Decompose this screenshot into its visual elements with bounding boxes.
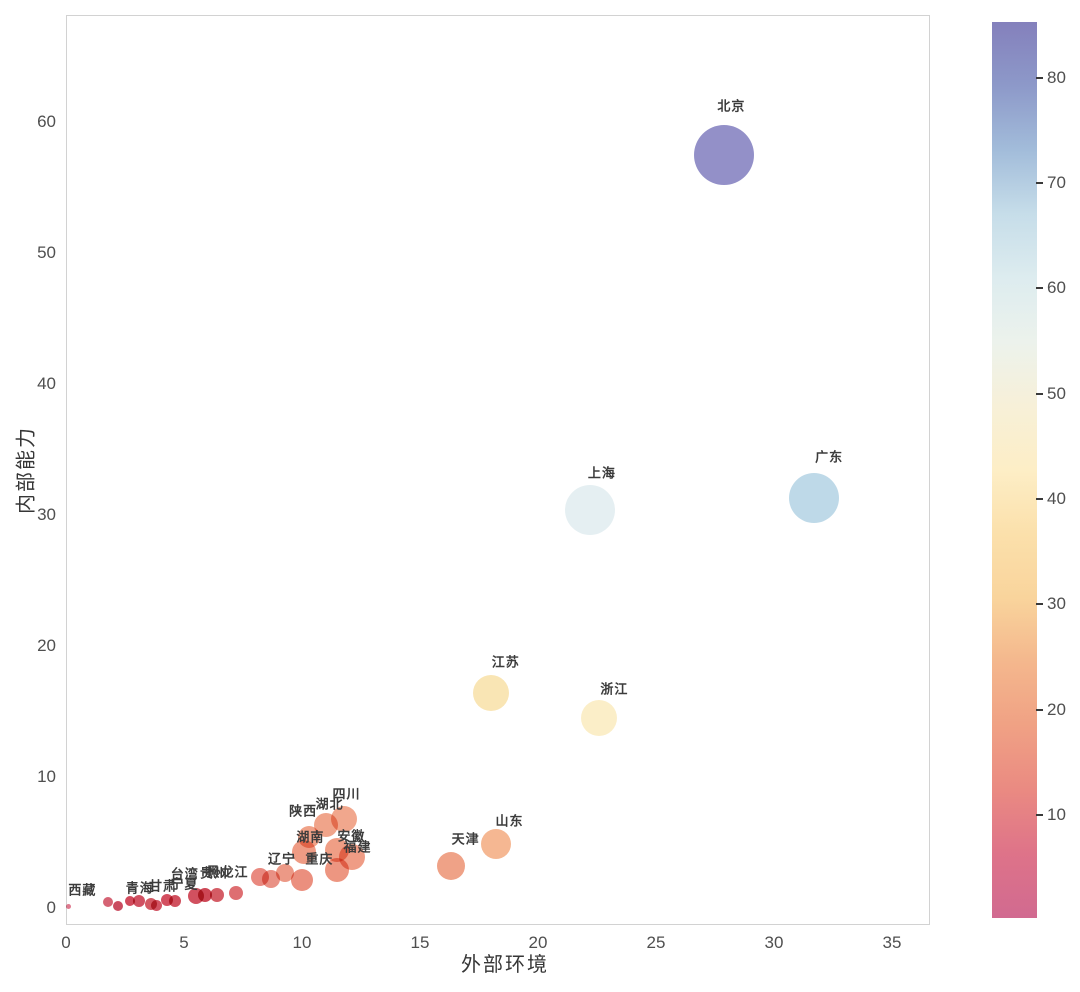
- bubble-label: 四川: [332, 786, 361, 802]
- bubble-label: 辽宁: [267, 851, 297, 867]
- colorbar-tick-mark: [1036, 287, 1043, 290]
- data-bubble: [151, 899, 163, 911]
- x-tick-label: 20: [528, 933, 548, 952]
- data-bubble: [276, 863, 295, 882]
- data-bubble: [564, 484, 615, 535]
- data-bubble: [198, 887, 213, 902]
- bubble-label: 上海: [587, 465, 616, 481]
- colorbar-tick-label: 20: [1047, 699, 1066, 719]
- data-bubble: [298, 826, 321, 849]
- colorbar-tick-label: 50: [1047, 383, 1066, 403]
- colorbar-tick-mark: [1036, 76, 1043, 79]
- data-bubble: [168, 894, 181, 907]
- colorbar-tick-mark: [1036, 603, 1043, 606]
- x-tick-label: 25: [646, 933, 666, 952]
- data-bubble: [436, 852, 465, 881]
- x-tick-label: 5: [179, 933, 189, 952]
- colorbar-tick-label: 30: [1047, 594, 1066, 614]
- bubble-label: 黑龙江: [206, 864, 249, 880]
- data-bubble: [124, 896, 135, 907]
- colorbar-tick-label: 10: [1047, 804, 1066, 824]
- bubble-label: 浙江: [600, 681, 629, 697]
- data-bubble: [103, 897, 114, 908]
- data-bubble: [789, 472, 840, 523]
- bubble-label: 湖南: [296, 829, 325, 845]
- y-tick-label: 60: [37, 112, 56, 131]
- x-tick-label: 10: [292, 933, 312, 952]
- y-tick-label: 10: [37, 767, 56, 786]
- bubble-label: 广东: [815, 449, 844, 465]
- colorbar: [992, 22, 1037, 918]
- colorbar-tick-mark: [1036, 813, 1043, 816]
- colorbar-tick-label: 40: [1047, 488, 1066, 508]
- data-bubble: [133, 895, 146, 908]
- x-tick-label: 0: [61, 933, 71, 952]
- colorbar-tick-label: 60: [1047, 278, 1066, 298]
- data-bubble: [581, 700, 618, 737]
- colorbar-tick-label: 70: [1047, 173, 1066, 193]
- y-tick-label: 30: [37, 505, 56, 524]
- data-bubble: [480, 828, 511, 859]
- data-bubble: [210, 887, 225, 902]
- y-tick-label: 50: [37, 243, 56, 262]
- data-bubble: [228, 885, 243, 900]
- bubble-label: 宁夏: [170, 876, 199, 892]
- data-bubble: [472, 675, 509, 712]
- y-tick-label: 40: [37, 374, 56, 393]
- bubble-label: 甘肃: [148, 878, 177, 894]
- data-bubble: [694, 124, 755, 185]
- colorbar-tick-label: 80: [1047, 67, 1066, 87]
- bubble-label: 北京: [717, 98, 746, 114]
- data-bubble: [65, 904, 71, 910]
- data-bubble: [112, 901, 123, 912]
- bubble-label: 贵州: [200, 865, 229, 881]
- bubble-label: 山东: [495, 813, 524, 829]
- y-tick-label: 0: [46, 898, 56, 917]
- bubble-label: 天津: [451, 831, 480, 847]
- y-tick-label: 20: [37, 636, 56, 655]
- bubble-label: 青海: [125, 880, 154, 896]
- bubble-label: 江苏: [491, 654, 520, 670]
- x-axis-label: 外部环境: [461, 954, 549, 976]
- x-tick-label: 35: [882, 933, 902, 952]
- bubble-label: 安徽: [337, 828, 366, 844]
- data-bubble: [291, 869, 313, 892]
- bubble-label: 湖北: [315, 796, 344, 812]
- x-tick-label: 30: [764, 933, 784, 952]
- bubble-label: 福建: [343, 839, 372, 855]
- colorbar-tick-mark: [1036, 497, 1043, 500]
- x-tick-label: 15: [410, 933, 430, 952]
- bubble-label: 重庆: [305, 851, 334, 867]
- bubble-label: 陕西: [289, 803, 318, 819]
- bubble-label: 台湾: [170, 866, 199, 882]
- plot-area: [66, 15, 930, 925]
- bubble-label: 西藏: [68, 882, 97, 898]
- colorbar-tick-mark: [1036, 182, 1043, 185]
- colorbar-tick-mark: [1036, 392, 1043, 395]
- data-bubble: [325, 858, 350, 882]
- colorbar-tick-mark: [1036, 708, 1043, 711]
- data-bubble: [262, 870, 281, 889]
